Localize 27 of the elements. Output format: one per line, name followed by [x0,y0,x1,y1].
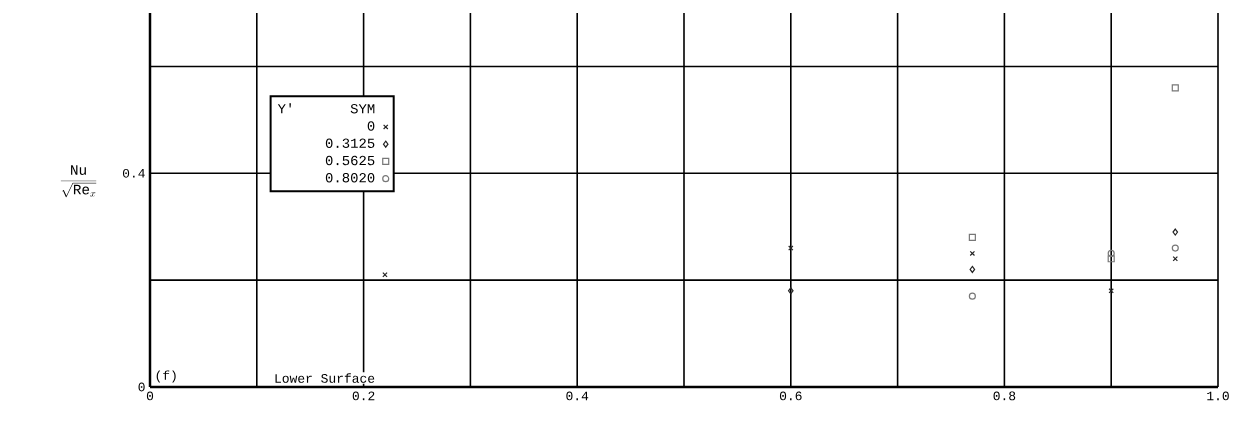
legend-label: 0.8020 [325,173,375,183]
x-tick-label: 1.0 [1207,391,1229,401]
point [1107,255,1115,263]
x-tick-label: 0 [146,391,154,401]
point [1172,228,1179,236]
point [969,265,976,274]
annotation: (f) [156,370,176,383]
annotation: SYM [350,104,375,114]
point [968,233,976,241]
annotation: Lower Surface [275,373,375,383]
point [968,292,976,300]
x-tick-label: 0.6 [779,391,802,401]
legend-title: Y' [277,103,291,114]
y-axis-title: $\frac{\mathrm{Nu}}{\sqrt{\mathrm{Re}_{x}}}$ [60,165,97,198]
point [787,287,794,295]
point [788,245,794,251]
legend-label: 0.5625 [325,155,375,166]
x-tick-label: 0.8 [993,391,1016,401]
point [1171,244,1179,252]
point [1107,249,1115,258]
legend-label: 0.3125 [325,138,375,148]
point [1171,84,1179,92]
x-tick-label: 0.4 [566,391,589,401]
legend-label: 0 [367,121,375,131]
x-tick-label: 0.2 [352,391,375,401]
point [382,272,388,278]
point [969,250,976,257]
